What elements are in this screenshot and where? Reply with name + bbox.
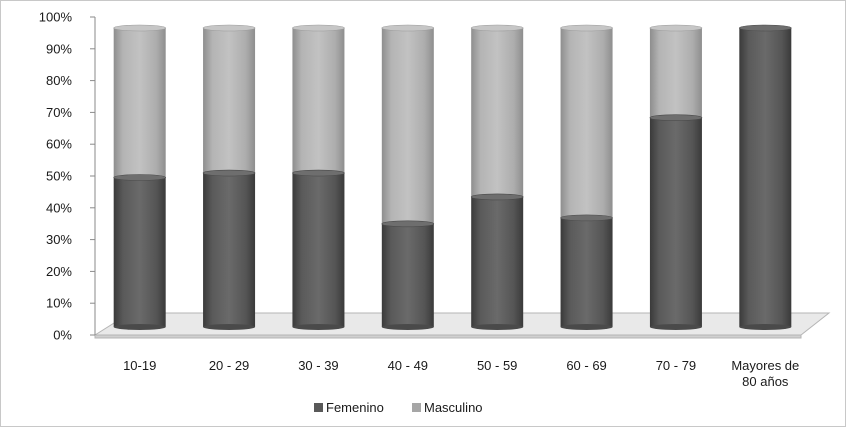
x-category-label: 40 - 49 (388, 358, 428, 373)
bar-masculino-top (113, 24, 166, 32)
bar-masculino (203, 28, 256, 174)
bar-base (381, 324, 434, 330)
y-tick-label: 60% (46, 137, 72, 152)
legend-label-masculino: Masculino (424, 400, 483, 415)
bar-masculino (560, 28, 613, 218)
bar-base (649, 324, 702, 330)
bar-masculino-top (202, 24, 256, 32)
bar-femenino-top (560, 214, 613, 222)
y-tick-label: 100% (39, 10, 73, 25)
x-category-label: 60 - 69 (566, 358, 606, 373)
x-category-label: 20 - 29 (209, 358, 249, 373)
bar-femenino-top (202, 169, 256, 177)
bar-femenino (739, 28, 792, 327)
x-category-label: 10-19 (123, 358, 156, 373)
bar-femenino-top (292, 169, 345, 177)
bar-femenino-top (113, 174, 166, 181)
y-tick-label: 20% (46, 264, 72, 279)
y-tick-label: 50% (46, 169, 72, 184)
bar-base (292, 324, 345, 330)
bar-masculino-top (381, 24, 435, 32)
bar-femenino-top (381, 220, 435, 228)
x-category-label: 70 - 79 (656, 358, 696, 373)
legend-swatch-masculino (412, 403, 421, 412)
y-tick-label: 80% (46, 73, 72, 88)
y-tick-label: 70% (46, 105, 72, 120)
bar-base (203, 324, 256, 330)
bar-femenino-top (470, 193, 524, 201)
bar-base (739, 324, 792, 330)
bar-base (560, 324, 613, 330)
x-category-label: 30 - 39 (298, 358, 338, 373)
y-tick-label: 0% (53, 328, 72, 343)
y-tick-label: 30% (46, 232, 72, 247)
x-category-label: Mayores de 80 años (731, 358, 799, 389)
y-tick-label: 90% (46, 41, 72, 56)
y-tick-label: 10% (46, 296, 72, 311)
chart-floor-edge (94, 334, 802, 339)
bar-femenino (381, 223, 434, 327)
bar-femenino (203, 173, 256, 327)
bar-femenino-top (739, 24, 792, 32)
bar-masculino-top (560, 24, 613, 32)
x-category-label: 50 - 59 (477, 358, 517, 373)
bar-masculino (113, 28, 166, 178)
y-axis-ticks: 0% 10% 20% 30% 40% 50% 60% 70% 80% 90% 100% (39, 10, 95, 343)
bar-masculino (471, 28, 524, 197)
legend-swatch-femenino (314, 403, 323, 412)
legend: Femenino Masculino (314, 400, 483, 415)
bar-masculino-top (292, 24, 345, 32)
bar-series (113, 24, 792, 330)
bar-base (471, 324, 524, 330)
bar-femenino (649, 117, 702, 327)
bar-masculino (649, 28, 702, 118)
bar-base (113, 324, 166, 330)
legend-label-femenino: Femenino (326, 400, 384, 415)
bar-masculino (292, 28, 345, 174)
bar-femenino (292, 173, 345, 327)
bar-femenino (560, 217, 613, 327)
bar-masculino-top (470, 24, 524, 32)
y-tick-label: 40% (46, 200, 72, 215)
bar-femenino-top (649, 114, 703, 121)
bar-femenino (471, 196, 524, 327)
bar-masculino (381, 28, 434, 224)
x-axis-labels: 10-19 20 - 29 30 - 39 40 - 49 50 - 59 60 - 69… (123, 358, 799, 389)
bar-femenino (113, 177, 166, 327)
bar-masculino-top (649, 24, 703, 32)
